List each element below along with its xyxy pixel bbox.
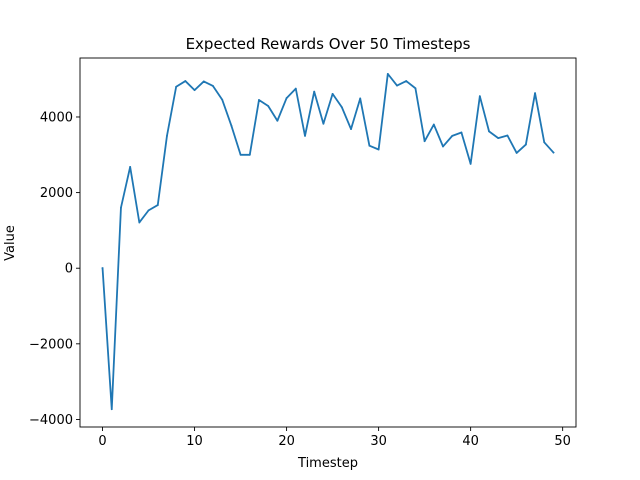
data-point	[460, 131, 463, 134]
data-point	[423, 140, 426, 143]
data-point	[147, 209, 150, 212]
data-point	[432, 123, 435, 126]
y-tick-label: −4000	[29, 413, 73, 428]
data-point	[497, 137, 500, 140]
data-point	[524, 143, 527, 146]
data-point	[110, 408, 113, 411]
x-axis-title: Timestep	[297, 456, 358, 471]
data-point	[515, 152, 518, 154]
data-point	[350, 128, 352, 130]
data-point	[405, 80, 408, 82]
data-point	[359, 97, 362, 100]
data-point	[377, 148, 380, 151]
data-point	[469, 162, 472, 165]
x-tick-label: 20	[278, 434, 295, 449]
data-point	[258, 99, 260, 101]
data-point	[386, 72, 389, 75]
data-point	[414, 87, 417, 90]
data-point	[506, 134, 509, 137]
data-point	[239, 153, 242, 156]
data-point	[331, 93, 334, 95]
data-point	[129, 165, 132, 168]
data-point	[193, 89, 196, 92]
data-point	[101, 267, 104, 270]
data-point	[175, 85, 178, 88]
y-tick-label: 2000	[40, 186, 73, 201]
chart-title: Expected Rewards Over 50 Timesteps	[186, 35, 471, 53]
data-point	[276, 119, 279, 122]
data-point	[478, 95, 481, 98]
series-line	[101, 72, 555, 411]
data-point	[294, 87, 297, 90]
data-point	[156, 204, 159, 206]
y-axis-title: Value	[3, 225, 18, 261]
x-tick-label: 30	[370, 434, 387, 449]
data-point	[488, 130, 490, 133]
data-point	[138, 221, 141, 224]
data-point	[442, 145, 444, 148]
data-point	[230, 124, 233, 127]
y-tick-label: −2000	[29, 337, 73, 352]
data-point	[534, 92, 536, 95]
data-point	[212, 85, 214, 87]
y-tick-label: 0	[65, 262, 73, 277]
data-point	[202, 80, 205, 83]
data-point	[221, 98, 224, 101]
data-point	[451, 134, 454, 137]
data-point	[340, 106, 343, 109]
x-tick-label: 50	[554, 434, 571, 449]
axes-frame	[79, 57, 577, 428]
data-point	[304, 134, 306, 137]
data-point	[285, 97, 288, 99]
data-point	[120, 206, 122, 209]
data-point	[552, 151, 555, 154]
x-tick-label: 40	[462, 434, 479, 449]
x-tick-label: 10	[186, 434, 203, 449]
data-point	[248, 153, 251, 156]
plot-area: 0 10 20 30 40 50 −4000 −2000 0 2000 4000	[29, 57, 577, 449]
data-point	[184, 80, 187, 82]
data-point	[166, 134, 168, 137]
data-point	[267, 105, 270, 107]
x-tick-label: 0	[98, 434, 106, 449]
data-point	[396, 84, 398, 87]
y-tick-label: 4000	[40, 110, 73, 125]
data-point	[543, 141, 546, 144]
data-point	[322, 122, 325, 125]
data-point	[368, 144, 371, 147]
data-point	[313, 90, 316, 93]
